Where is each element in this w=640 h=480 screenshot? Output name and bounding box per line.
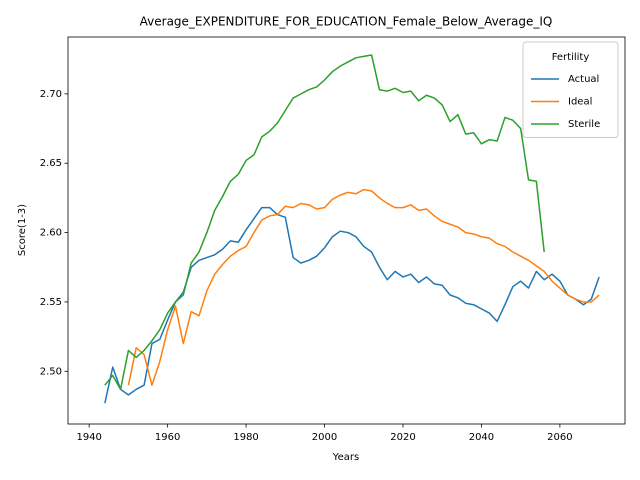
legend-label: Actual <box>568 74 599 85</box>
x-tick-label: 2020 <box>390 432 415 443</box>
x-tick-label: 2040 <box>469 432 494 443</box>
x-tick-label: 1960 <box>155 432 180 443</box>
line-series <box>127 188 600 386</box>
legend-label: Sterile <box>568 119 600 130</box>
y-tick-label: 2.50 <box>40 366 62 377</box>
y-axis-label: Score(1-3) <box>17 204 28 256</box>
y-tick-label: 2.70 <box>40 89 62 100</box>
x-tick-label: 2060 <box>547 432 572 443</box>
legend-label: Ideal <box>568 97 592 108</box>
x-tick-label: 1940 <box>76 432 101 443</box>
y-tick-label: 2.60 <box>40 228 62 239</box>
chart-title: Average_EXPENDITURE_FOR_EDUCATION_Female… <box>140 15 553 29</box>
x-tick-label: 1980 <box>233 432 258 443</box>
y-tick-label: 2.65 <box>40 158 62 169</box>
line-series <box>104 54 545 391</box>
x-axis-label: Years <box>332 452 359 463</box>
plot-frame <box>67 36 626 425</box>
legend-box <box>522 41 619 138</box>
x-tick-label: 2000 <box>312 432 337 443</box>
legend-title: Fertility <box>552 52 590 63</box>
y-tick-label: 2.55 <box>40 297 62 308</box>
